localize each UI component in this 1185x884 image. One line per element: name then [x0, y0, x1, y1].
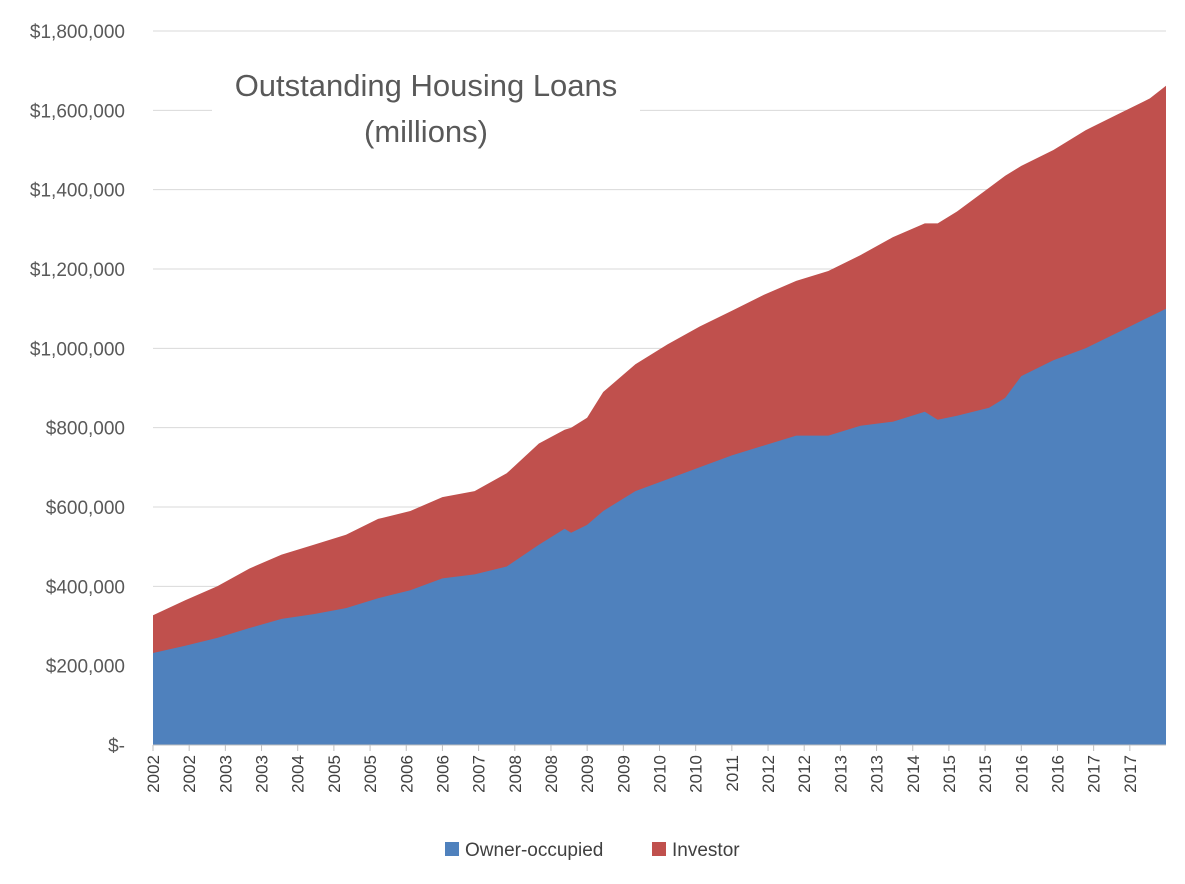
legend-swatch-owner-occupied — [445, 842, 459, 856]
x-tick-label: 2013 — [831, 755, 850, 793]
legend-swatch-investor — [652, 842, 666, 856]
legend: Owner-occupied Investor — [445, 840, 740, 861]
y-tick-label: $1,000,000 — [30, 339, 125, 360]
y-axis-tick-labels: $- $200,000 $400,000 $600,000 $800,000 $1,000… — [30, 22, 125, 757]
y-tick-label: $1,600,000 — [30, 101, 125, 122]
y-tick-label: $600,000 — [46, 498, 125, 519]
y-tick-label: $400,000 — [46, 577, 125, 598]
x-tick-label: 2017 — [1085, 755, 1104, 793]
x-tick-label: 2002 — [180, 755, 199, 793]
x-tick-label: 2010 — [687, 755, 706, 793]
y-tick-label: $800,000 — [46, 419, 125, 440]
x-tick-label: 2002 — [144, 755, 163, 793]
y-tick-label: $- — [108, 736, 125, 757]
x-tick-label: 2010 — [651, 755, 670, 793]
x-tick-label: 2012 — [795, 755, 814, 793]
x-tick-label: 2014 — [904, 755, 923, 793]
x-tick-label: 2006 — [397, 755, 416, 793]
x-tick-label: 2016 — [1048, 755, 1067, 793]
x-tick-label: 2007 — [470, 755, 489, 793]
x-tick-label: 2008 — [542, 755, 561, 793]
legend-label-investor: Investor — [672, 840, 740, 861]
x-tick-label: 2017 — [1121, 755, 1140, 793]
y-tick-label: $1,400,000 — [30, 181, 125, 202]
title-background — [212, 58, 640, 158]
x-tick-label: 2013 — [868, 755, 887, 793]
x-tick-label: 2011 — [723, 755, 742, 792]
x-tick-label: 2003 — [253, 755, 272, 793]
legend-label-owner-occupied: Owner-occupied — [465, 840, 603, 861]
x-tick-label: 2015 — [976, 755, 995, 793]
x-tick-label: 2003 — [216, 755, 235, 793]
y-tick-label: $1,800,000 — [30, 22, 125, 43]
x-tick-label: 2006 — [433, 755, 452, 793]
x-tick-label: 2015 — [940, 755, 959, 793]
x-tick-label: 2005 — [325, 755, 344, 793]
x-tick-label: 2016 — [1012, 755, 1031, 793]
x-tick-label: 2012 — [759, 755, 778, 793]
x-tick-label: 2005 — [361, 755, 380, 793]
chart-title: Outstanding Housing Loans — [235, 68, 618, 103]
y-tick-label: $1,200,000 — [30, 260, 125, 281]
chart-subtitle: (millions) — [364, 114, 488, 149]
x-tick-label: 2008 — [506, 755, 525, 793]
x-axis-tick-labels: 2002 2002 2003 2003 2004 2005 2005 2006 2006 2007… — [144, 745, 1140, 793]
y-tick-label: $200,000 — [46, 657, 125, 678]
x-tick-label: 2004 — [289, 755, 308, 793]
owner-occupied-area — [153, 308, 1166, 745]
x-tick-label: 2009 — [578, 755, 597, 793]
series-areas — [153, 85, 1166, 745]
x-tick-label: 2009 — [614, 755, 633, 793]
